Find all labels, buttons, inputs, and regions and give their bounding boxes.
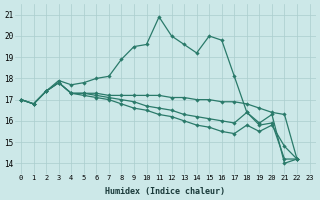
X-axis label: Humidex (Indice chaleur): Humidex (Indice chaleur) <box>105 187 225 196</box>
